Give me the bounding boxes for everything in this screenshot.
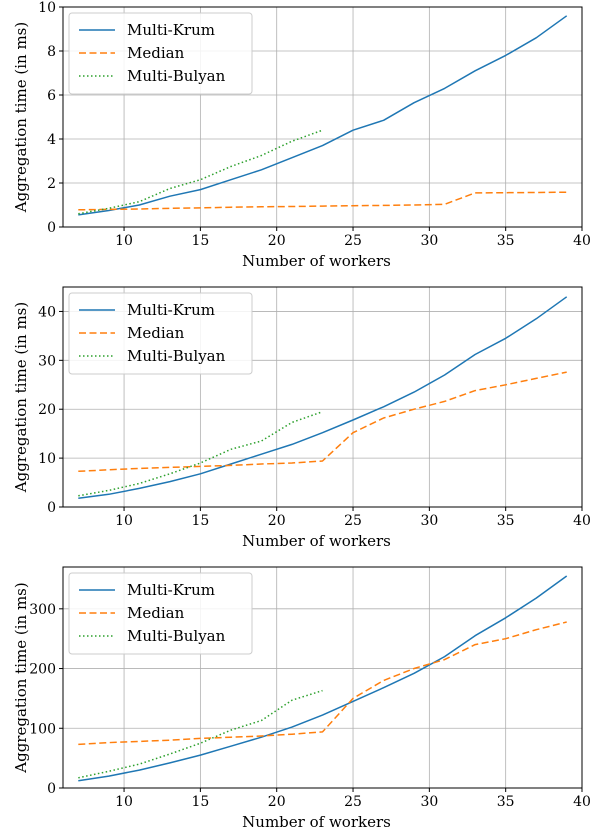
y-tick-label: 2	[47, 176, 56, 192]
y-tick-label: 0	[47, 220, 56, 236]
y-axis-label: Aggregation time (in ms)	[12, 582, 30, 773]
x-tick-label: 40	[573, 794, 591, 810]
x-tick-label: 40	[573, 233, 591, 249]
series-line-multi-krum	[78, 575, 568, 782]
chart-panel-3: 10 15 20 25 30 35 40 0 100 200 300 Number of worker…	[12, 566, 591, 831]
x-tick-label: 40	[573, 513, 591, 529]
x-tick-label: 30	[420, 513, 438, 529]
x-tick-label: 30	[420, 794, 438, 810]
series-line-multi-krum	[78, 296, 568, 499]
x-tick-label: 35	[497, 794, 515, 810]
x-tick-label: 20	[268, 513, 286, 529]
legend: Multi-Krum Median Multi-Bulyan	[68, 572, 253, 655]
x-tick-label: 25	[344, 233, 362, 249]
legend-box	[68, 572, 253, 655]
y-axis-label: Aggregation time (in ms)	[12, 22, 30, 213]
y-tick-label: 6	[47, 88, 56, 104]
legend-label-median: Median	[127, 604, 185, 622]
legend-box	[68, 292, 253, 375]
y-tick-label: 10	[38, 451, 56, 467]
x-tick-label: 10	[115, 233, 133, 249]
x-tick-label: 10	[115, 794, 133, 810]
x-tick-label: 25	[344, 513, 362, 529]
x-tick-label: 15	[191, 233, 209, 249]
series-line-multi-krum	[78, 15, 568, 216]
y-tick-label: 8	[47, 44, 56, 60]
x-tick-label: 15	[191, 794, 209, 810]
y-tick-label: 4	[47, 132, 56, 148]
chart-panel-2: 10 15 20 25 30 35 40 0 10 20 30 40 Number of workers…	[12, 286, 591, 550]
y-tick-label: 40	[38, 304, 56, 320]
series-line-multi-bulyan	[78, 410, 323, 497]
x-tick-label: 35	[497, 513, 515, 529]
x-tick-label: 30	[420, 233, 438, 249]
y-tick-label: 0	[47, 781, 56, 797]
legend-label-median: Median	[127, 44, 185, 62]
y-tick-label: 200	[29, 662, 56, 678]
x-axis-label: Number of workers	[242, 813, 391, 831]
series-line-multi-bulyan	[78, 689, 323, 779]
x-tick-label: 20	[268, 233, 286, 249]
axes-frame	[62, 286, 583, 508]
legend: Multi-Krum Median Multi-Bulyan	[68, 292, 253, 375]
legend-label-multi-krum: Multi-Krum	[127, 21, 215, 39]
legend-label-multi-krum: Multi-Krum	[127, 581, 215, 599]
y-tick-label: 300	[29, 602, 56, 618]
y-tick-label: 30	[38, 353, 56, 369]
legend-box	[68, 12, 253, 95]
legend-label-multi-bulyan: Multi-Bulyan	[127, 67, 226, 85]
legend-label-multi-bulyan: Multi-Bulyan	[127, 627, 226, 645]
series-line-multi-bulyan	[78, 129, 323, 215]
series-line-median	[78, 621, 567, 746]
series-line-median	[78, 191, 567, 211]
x-axis-label: Number of workers	[242, 252, 391, 270]
x-tick-label: 20	[268, 794, 286, 810]
legend-label-median: Median	[127, 324, 185, 342]
x-tick-label: 25	[344, 794, 362, 810]
x-tick-label: 35	[497, 233, 515, 249]
axes-frame	[62, 6, 583, 228]
x-tick-label: 15	[191, 513, 209, 529]
y-tick-label: 10	[38, 0, 56, 16]
x-axis-label: Number of workers	[242, 532, 391, 550]
legend: Multi-Krum Median Multi-Bulyan	[68, 12, 253, 95]
series-line-median	[78, 371, 567, 473]
y-axis-label: Aggregation time (in ms)	[12, 302, 30, 493]
legend-label-multi-bulyan: Multi-Bulyan	[127, 347, 226, 365]
x-tick-label: 10	[115, 513, 133, 529]
chart-panel-1: 10 15 20 25 30 35 40 0 2 4 6 8 10 Number of workers Ag…	[12, 0, 591, 270]
axes-frame	[62, 566, 583, 789]
y-tick-label: 100	[29, 721, 56, 737]
y-tick-label: 20	[38, 402, 56, 418]
legend-label-multi-krum: Multi-Krum	[127, 301, 215, 319]
y-tick-label: 0	[47, 500, 56, 516]
